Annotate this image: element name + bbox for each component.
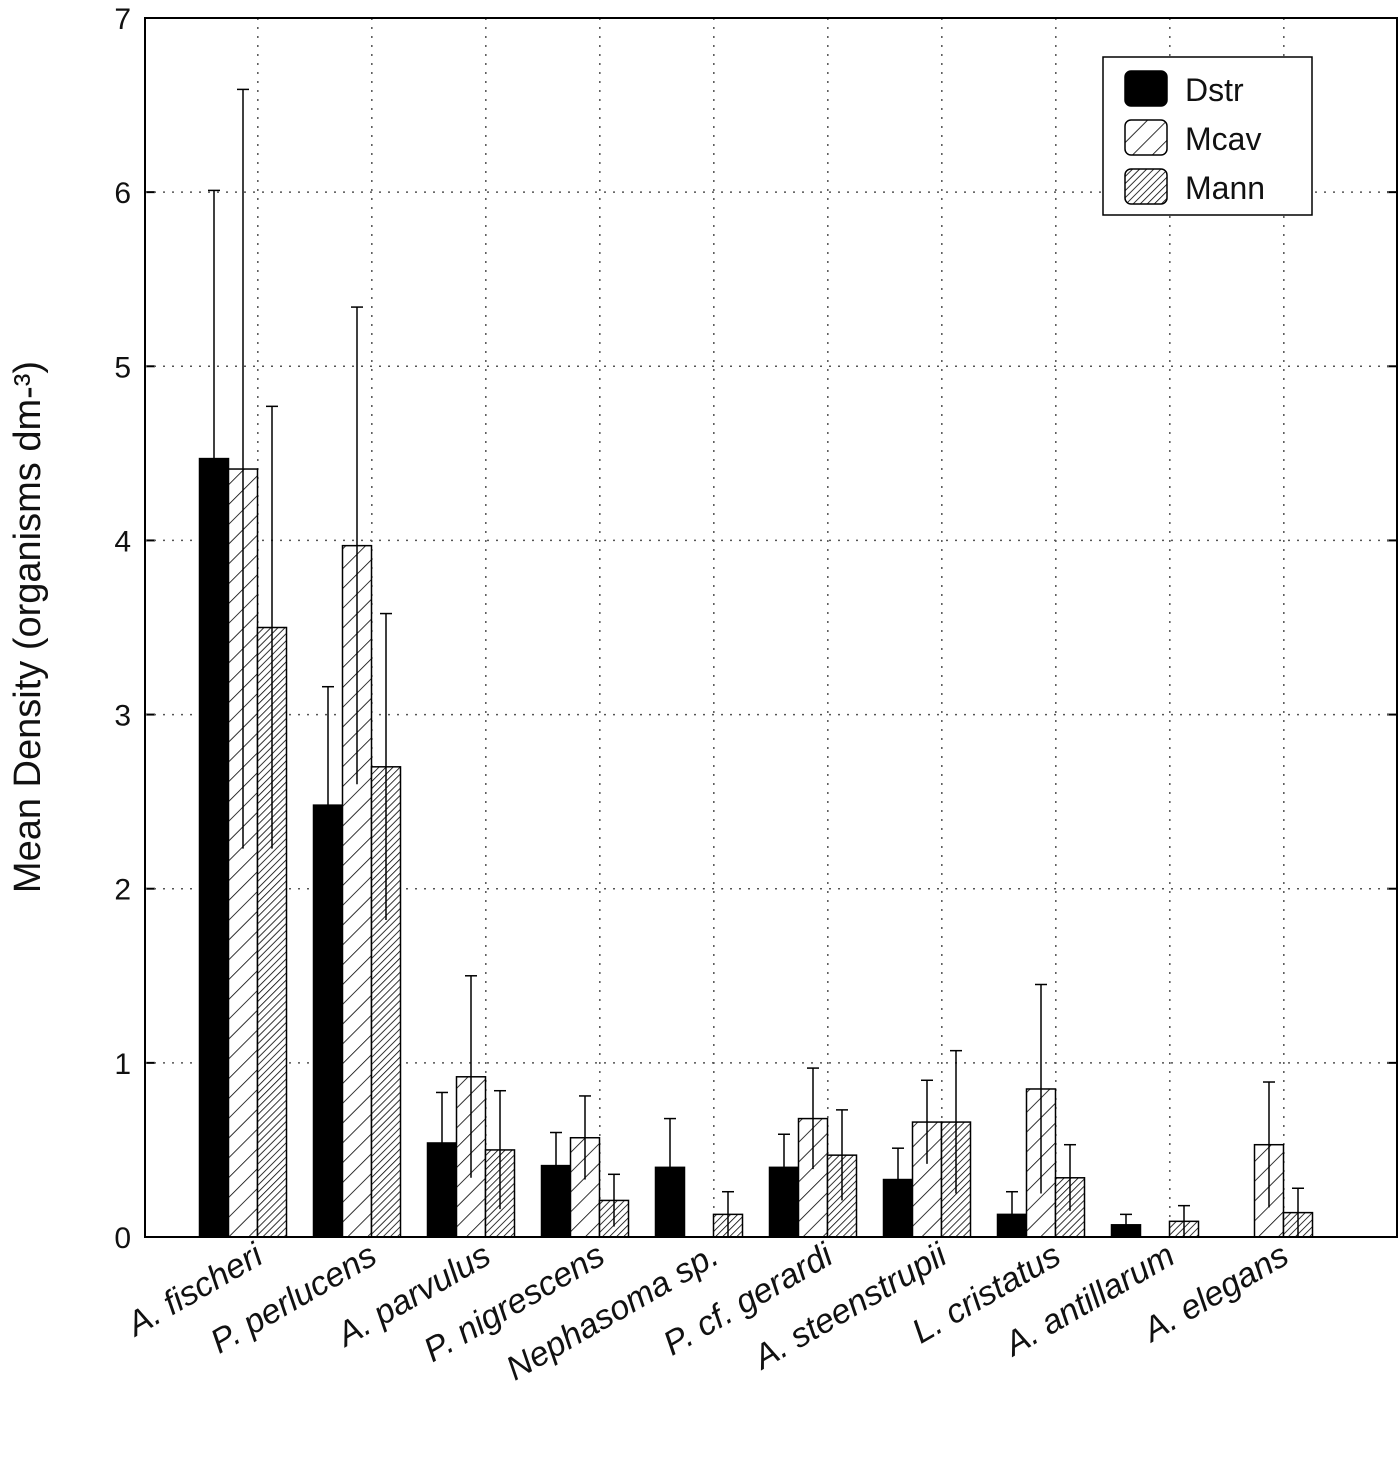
x-tick-label: A. steenstrupii bbox=[746, 1235, 955, 1377]
legend-label: Mcav bbox=[1185, 121, 1261, 157]
legend-swatch bbox=[1124, 119, 1168, 156]
legend-swatch bbox=[1124, 168, 1168, 205]
legend-swatch bbox=[1124, 70, 1168, 107]
y-tick-label: 5 bbox=[114, 351, 131, 384]
y-tick-label: 7 bbox=[114, 3, 131, 36]
y-tick-label: 6 bbox=[114, 177, 131, 210]
y-tick-label: 3 bbox=[114, 700, 131, 733]
y-axis-label: Mean Density (organisms dm-³) bbox=[7, 361, 49, 893]
legend-label: Dstr bbox=[1185, 72, 1244, 108]
y-tick-label: 4 bbox=[114, 525, 131, 558]
y-tick-label: 2 bbox=[114, 874, 131, 907]
legend-label: Mann bbox=[1185, 170, 1265, 206]
y-tick-label: 0 bbox=[114, 1222, 131, 1255]
plot-frame bbox=[144, 17, 1398, 1238]
y-tick-label: 1 bbox=[114, 1048, 131, 1081]
